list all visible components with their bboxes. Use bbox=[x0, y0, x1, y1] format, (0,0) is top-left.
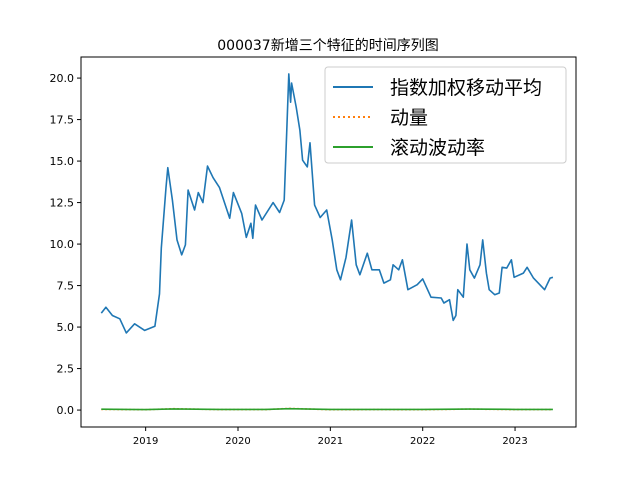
series-line-2 bbox=[101, 407, 553, 411]
chart-title: 000037新增三个特征的时间序列图 bbox=[217, 38, 438, 54]
x-tick-label: 2019 bbox=[133, 436, 158, 447]
legend-box bbox=[324, 66, 567, 164]
y-tick-label: 10.0 bbox=[50, 238, 75, 251]
y-tick-label: 15.0 bbox=[50, 155, 75, 168]
series-line-0 bbox=[100, 73, 554, 334]
y-tick-label: 17.5 bbox=[50, 114, 75, 127]
y-tick-label: 7.5 bbox=[57, 280, 75, 293]
y-tick-label: 12.5 bbox=[50, 197, 75, 210]
legend-label: 指数加权移动平均 bbox=[390, 77, 542, 99]
x-tick-label: 2022 bbox=[410, 436, 435, 447]
axis-ticks: 2019 2020 2021 2022 2023 0.0 2.5 5.0 7.5 10.0 12.5… bbox=[50, 72, 528, 447]
plot-frame bbox=[80, 56, 577, 428]
x-tick-label: 2023 bbox=[502, 436, 527, 447]
series-layer bbox=[100, 73, 554, 411]
legend-label: 滚动波动率 bbox=[390, 137, 485, 159]
x-tick-label: 2021 bbox=[318, 436, 343, 447]
y-tick-label: 20.0 bbox=[50, 72, 75, 85]
legend-label: 动量 bbox=[390, 107, 428, 129]
x-tick-label: 2020 bbox=[225, 436, 250, 447]
y-tick-label: 0.0 bbox=[57, 404, 75, 417]
y-tick-label: 2.5 bbox=[57, 363, 75, 376]
y-tick-label: 5.0 bbox=[57, 321, 75, 334]
